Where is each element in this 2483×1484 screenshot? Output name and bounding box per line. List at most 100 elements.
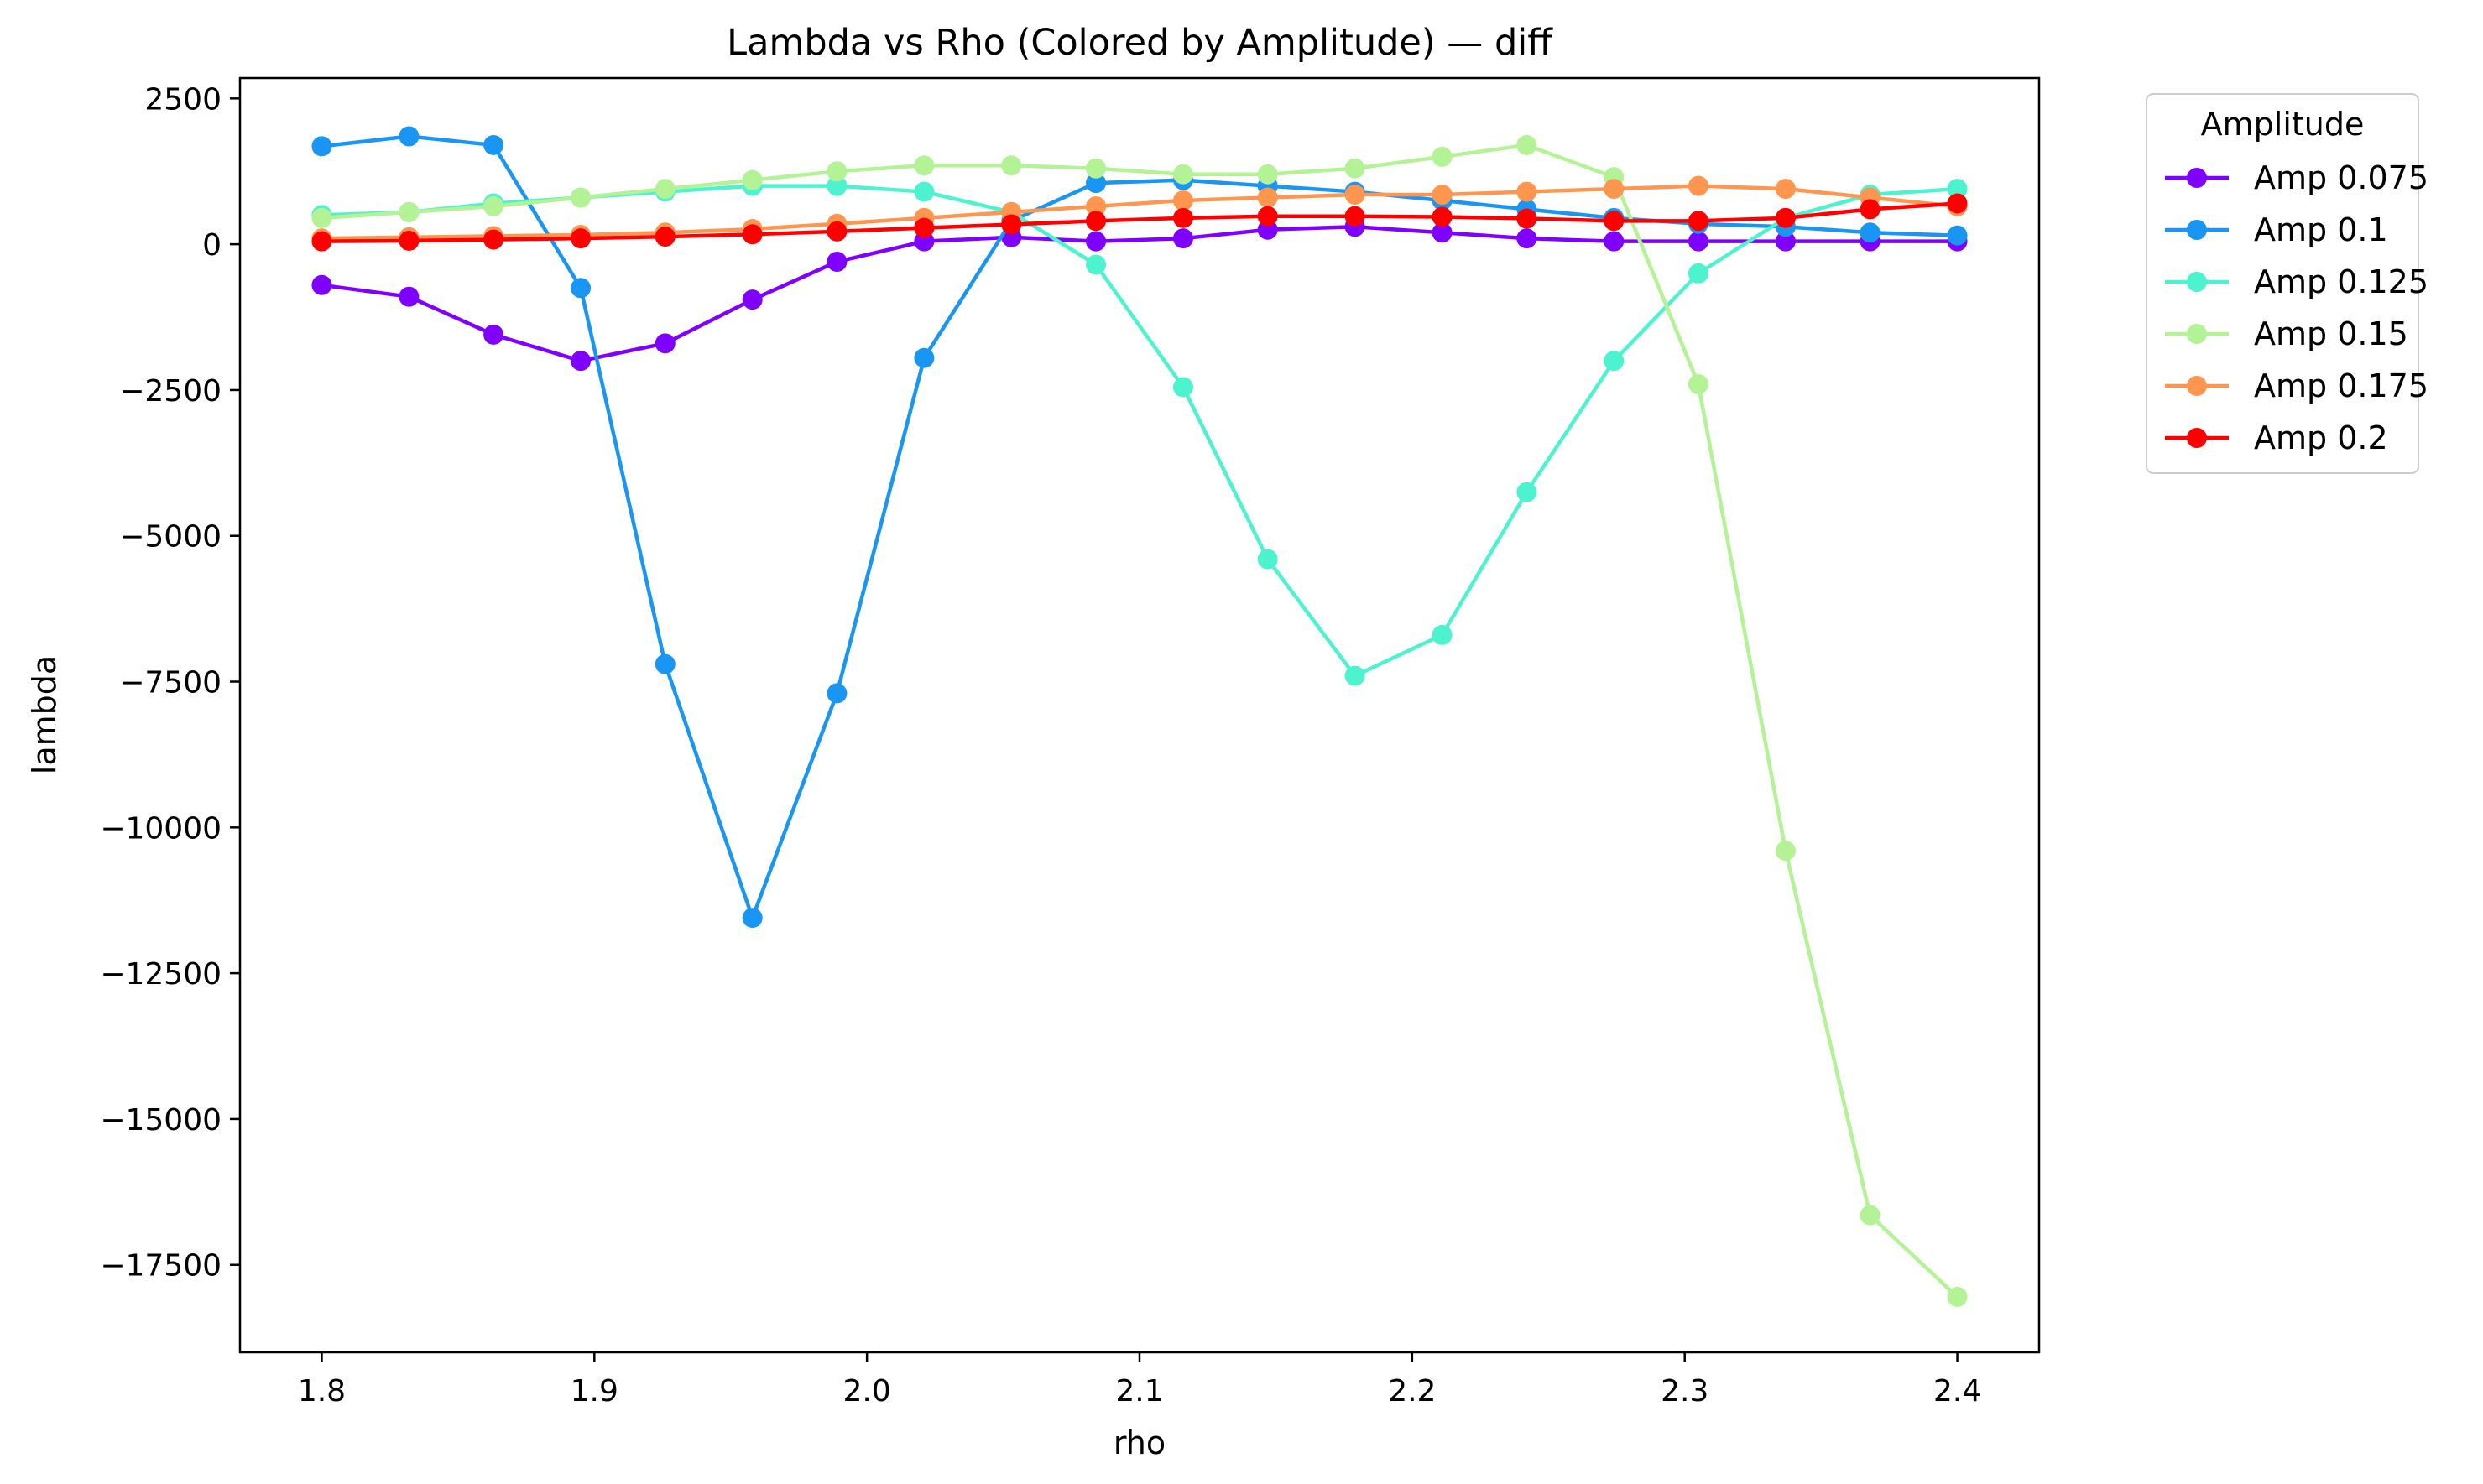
data-point	[1516, 482, 1537, 502]
data-point	[1172, 164, 1193, 185]
data-point	[483, 134, 504, 155]
data-point	[1432, 222, 1453, 243]
data-point	[827, 683, 848, 704]
data-point	[1947, 193, 1968, 214]
legend-marker	[2187, 324, 2207, 344]
data-point	[311, 136, 332, 157]
data-point	[1001, 214, 1022, 235]
data-point	[1860, 222, 1881, 243]
legend-marker	[2187, 272, 2207, 292]
data-point	[1775, 179, 1796, 200]
data-point	[1688, 231, 1708, 252]
data-point	[1086, 211, 1107, 232]
y-tick-label: 0	[202, 228, 222, 263]
data-point	[1604, 231, 1625, 252]
series-2	[311, 126, 1968, 929]
series-line	[321, 225, 1958, 363]
data-point	[1775, 231, 1796, 252]
data-point	[1516, 228, 1537, 249]
data-point	[1172, 190, 1193, 211]
data-point	[1860, 1205, 1881, 1226]
chart-title: Lambda vs Rho (Colored by Amplitude) — d…	[727, 22, 1553, 64]
data-point	[483, 195, 504, 216]
data-point	[1688, 263, 1708, 284]
legend-marker	[2187, 376, 2207, 396]
data-point	[655, 333, 676, 354]
data-point	[1947, 225, 1968, 246]
y-tick-label: −12500	[100, 957, 222, 992]
data-point	[399, 201, 420, 222]
legend-label: Amp 0.075	[2254, 159, 2428, 196]
x-tick-label: 2.1	[1115, 1374, 1163, 1408]
series-4	[311, 134, 1968, 1307]
data-point	[571, 228, 592, 249]
series-line	[321, 184, 1958, 241]
y-tick-label: −17500	[100, 1249, 222, 1284]
legend-item: Amp 0.1	[2165, 211, 2388, 248]
data-point	[827, 221, 848, 242]
data-point	[1001, 155, 1022, 176]
data-point	[399, 126, 420, 147]
data-point	[1604, 179, 1625, 200]
data-point	[914, 181, 935, 202]
legend-title: Amplitude	[2201, 106, 2365, 143]
data-point	[571, 187, 592, 208]
data-point	[1516, 134, 1537, 155]
x-tick-label: 1.8	[298, 1374, 346, 1408]
legend-label: Amp 0.125	[2254, 263, 2428, 300]
x-tick-label: 1.9	[571, 1374, 618, 1408]
legend-marker	[2187, 168, 2207, 188]
series-line	[321, 143, 1959, 1299]
series-line	[321, 201, 1958, 243]
data-point	[311, 231, 332, 252]
data-point	[914, 217, 935, 238]
data-point	[827, 175, 848, 196]
data-point	[1086, 195, 1107, 216]
legend: Amplitude Amp 0.075 Amp 0.1 Amp 0.125 Amp 0…	[2146, 93, 2428, 474]
data-point	[1688, 175, 1708, 196]
legend-item: Amp 0.2	[2165, 419, 2388, 456]
data-point	[399, 286, 420, 307]
legend-label: Amp 0.175	[2254, 367, 2428, 404]
data-point	[1086, 231, 1107, 252]
data-point	[483, 324, 504, 345]
series-6	[311, 193, 1968, 252]
x-tick-label: 2.4	[1933, 1374, 1981, 1408]
data-point	[1086, 173, 1107, 194]
y-tick-label: −15000	[100, 1103, 222, 1138]
data-point	[742, 289, 763, 310]
x-tick-label: 2.2	[1388, 1374, 1436, 1408]
data-point	[1172, 207, 1193, 228]
data-point	[655, 179, 676, 200]
y-tick-label: −2500	[119, 374, 222, 409]
data-point	[1688, 373, 1708, 394]
data-point	[914, 347, 935, 368]
data-point	[914, 155, 935, 176]
data-point	[1432, 146, 1453, 167]
x-tick-label: 2.0	[843, 1374, 891, 1408]
data-point	[1688, 211, 1708, 232]
data-point	[399, 230, 420, 251]
y-tick-label: −5000	[119, 520, 222, 555]
legend-label: Amp 0.1	[2254, 211, 2388, 248]
legend-marker	[2187, 220, 2207, 240]
data-point	[742, 169, 763, 190]
legend-item: Amp 0.125	[2165, 263, 2428, 300]
plot-area-frame	[238, 76, 2041, 1354]
data-point	[1344, 185, 1365, 206]
data-point	[1344, 206, 1365, 227]
data-point	[1775, 207, 1796, 228]
legend-label: Amp 0.2	[2254, 419, 2388, 456]
data-point	[1432, 624, 1453, 645]
data-point	[742, 908, 763, 929]
data-point	[1344, 665, 1365, 686]
data-point	[1947, 179, 1968, 200]
data-point	[1604, 351, 1625, 372]
legend-item: Amp 0.15	[2165, 315, 2408, 352]
legend-marker	[2187, 428, 2207, 448]
data-point	[827, 161, 848, 182]
data-point	[1086, 254, 1107, 275]
data-point	[1172, 228, 1193, 249]
legend-frame	[2146, 93, 2419, 474]
